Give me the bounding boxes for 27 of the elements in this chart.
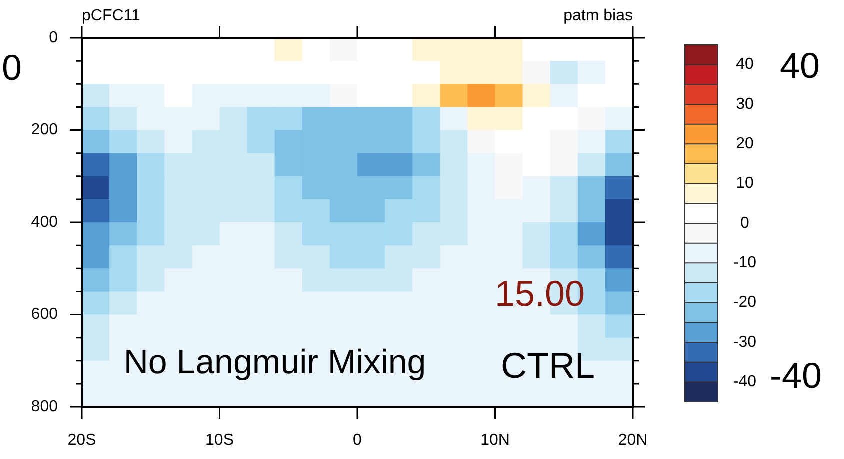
color-bar-label: -10 — [733, 254, 757, 272]
text: 0 — [2, 46, 22, 88]
annotation: CTRL — [500, 344, 596, 386]
annotation: No Langmuir Mixing — [124, 343, 426, 382]
color-bar-label: 20 — [736, 136, 754, 153]
x-tick-label: 10N — [480, 432, 510, 450]
text: -40 — [770, 354, 822, 396]
y-tick-label: 800 — [31, 398, 58, 416]
color-bar-label: -30 — [733, 334, 757, 351]
color-bar-label: -40 — [733, 374, 757, 391]
y-tick-label: 400 — [31, 214, 58, 231]
chart-title: pCFC11 — [82, 7, 140, 24]
x-tick-label: 20S — [68, 432, 96, 450]
x-tick-label: 20N — [618, 432, 648, 450]
y-tick-label: 0 — [49, 29, 58, 46]
y-tick-label: 200 — [31, 122, 58, 139]
text: 40 — [780, 44, 820, 86]
annotation: 15.00 — [494, 272, 586, 314]
color-bar-label: 40 — [736, 56, 754, 74]
color-bar-label: 0 — [740, 214, 750, 232]
y-tick-label: 600 — [31, 306, 58, 324]
color-bar-label: -20 — [733, 294, 757, 312]
x-tick-label: 0 — [353, 432, 362, 450]
x-tick-label: 10S — [206, 432, 234, 450]
color-bar-label: 30 — [736, 96, 754, 113]
chart-subtitle: patm bias — [564, 7, 633, 24]
color-bar-label: 10 — [736, 175, 754, 192]
